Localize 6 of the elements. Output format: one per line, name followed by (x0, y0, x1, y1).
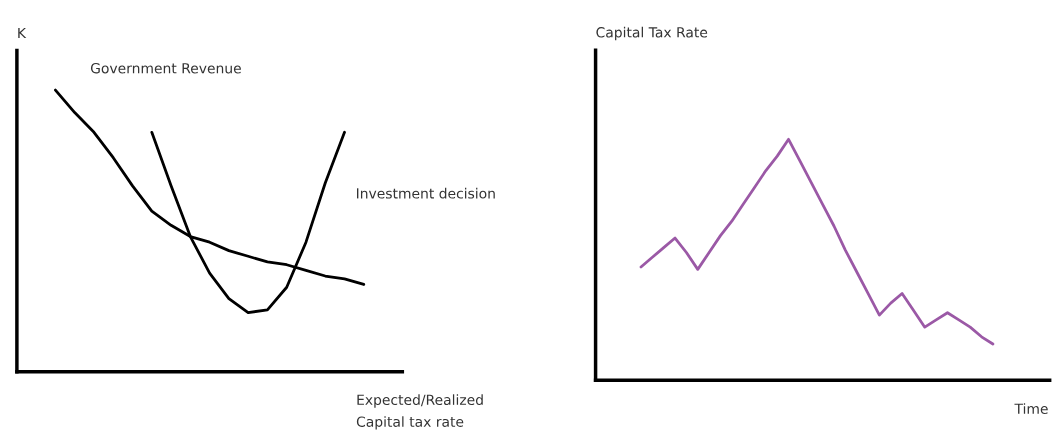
text: Government Revenue (90, 62, 241, 74)
y-axis-title: K (18, 27, 27, 39)
x-axis-title: Expected/Realized Capital tax rate (356, 394, 483, 430)
y-axis-title: Capital Tax Rate (596, 26, 708, 41)
x-axis-title: Time (1014, 403, 1048, 415)
text: Investment decision (356, 187, 495, 199)
